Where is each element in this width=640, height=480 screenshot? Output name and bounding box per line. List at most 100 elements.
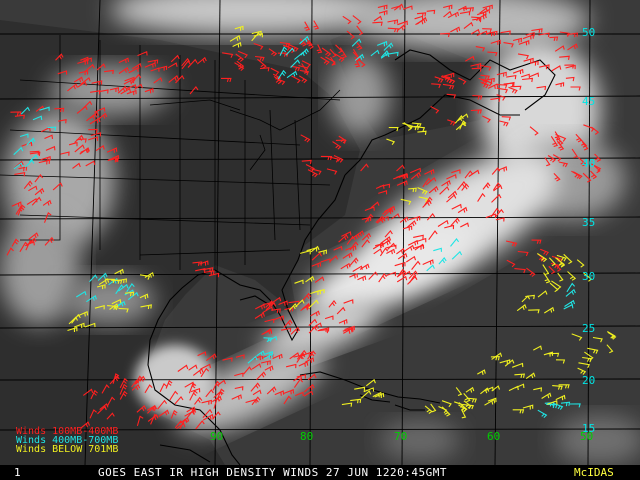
wind-barb (80, 148, 89, 153)
wind-barb (446, 93, 457, 99)
wind-barb (463, 7, 474, 12)
wind-barb (68, 316, 78, 325)
wind-barb (179, 417, 190, 424)
wind-barb (487, 51, 498, 57)
wind-barb (184, 381, 195, 388)
wind-barb (377, 4, 388, 10)
wind-barb (373, 15, 383, 22)
wind-barb (361, 239, 370, 248)
wind-barb (29, 150, 40, 156)
wind-barb (443, 72, 455, 78)
wind-barb (396, 180, 408, 186)
wind-barb (104, 69, 114, 75)
wind-barb (71, 313, 81, 324)
wind-barb (428, 185, 439, 194)
wind-barb (566, 32, 579, 38)
wind-barb (82, 100, 93, 110)
wind-barb (277, 69, 287, 80)
wind-barb (23, 180, 33, 190)
wind-barb (372, 391, 383, 398)
wind-barb (341, 231, 352, 237)
wind-barb (279, 41, 291, 48)
wind-barb (307, 350, 316, 360)
wind-barb (107, 396, 116, 407)
wind-barb (29, 151, 41, 157)
wind-barb (291, 75, 301, 84)
wind-barb (514, 373, 525, 379)
wind-barb (512, 409, 525, 414)
wind-barb (548, 265, 556, 275)
wind-barb (565, 64, 576, 70)
wind-barb (212, 411, 221, 420)
wind-barb (414, 243, 425, 251)
wind-barb (88, 128, 98, 134)
wind-barb (333, 245, 343, 251)
wind-barb (270, 67, 280, 76)
wind-barb (470, 62, 482, 68)
wind-barb (279, 46, 288, 56)
wind-barb (114, 268, 124, 275)
wind-barb (234, 372, 244, 377)
wind-barb (566, 282, 576, 293)
wind-barb (131, 383, 141, 391)
wind-barb (386, 138, 396, 146)
wind-barb (144, 88, 154, 94)
wind-barb (407, 239, 419, 246)
wind-barb (90, 132, 101, 137)
wind-barb (500, 30, 511, 35)
longitude-label-60: 60 (487, 430, 501, 443)
wind-barb (422, 177, 432, 188)
wind-barb (487, 397, 497, 403)
wind-barb (554, 131, 561, 141)
wind-barb (197, 351, 207, 357)
wind-barb (326, 168, 338, 175)
wind-barb (391, 5, 401, 10)
wind-barb (28, 232, 39, 240)
wind-barb (374, 242, 384, 248)
wind-barb (117, 85, 128, 94)
wind-barb (351, 38, 362, 47)
wind-barb (385, 244, 397, 249)
wind-barb (457, 206, 468, 214)
wind-barb (468, 169, 480, 177)
wind-barb (577, 367, 587, 375)
wind-barb (221, 77, 232, 83)
wind-barb (558, 161, 569, 168)
wind-barb (273, 315, 285, 321)
wind-barb (542, 264, 550, 275)
wind-barb (557, 272, 564, 282)
wind-barb (98, 112, 108, 120)
wind-barb (202, 267, 214, 272)
wind-barb (556, 257, 566, 268)
wind-barb (439, 186, 450, 195)
wind-barb (537, 409, 548, 418)
wind-barb (202, 413, 214, 421)
latitude-label-30: 30 (582, 270, 596, 283)
wind-barb (54, 107, 65, 113)
wind-barb (402, 270, 412, 277)
wind-barb (496, 87, 509, 94)
wind-barbs-low-level (67, 25, 617, 419)
wind-barb (139, 274, 151, 280)
wind-barb (477, 369, 486, 376)
wind-barb (301, 63, 309, 74)
wind-barb (83, 57, 92, 62)
wind-barb (262, 306, 274, 314)
wind-barb (459, 120, 467, 130)
wind-barb (118, 283, 129, 292)
wind-barb (606, 344, 614, 354)
wind-barb (343, 299, 354, 304)
wind-barb (516, 304, 527, 312)
wind-barb (153, 77, 163, 84)
wind-barb (397, 24, 406, 31)
wind-barb (310, 310, 320, 317)
wind-barb (525, 31, 535, 37)
wind-barb (350, 398, 362, 404)
wind-barb (126, 282, 135, 293)
wind-barb (454, 114, 464, 124)
longitude-label-70: 70 (394, 430, 408, 443)
wind-barb (11, 238, 19, 247)
wind-barb (294, 391, 304, 397)
wind-barb (544, 157, 551, 167)
wind-barb (402, 225, 413, 231)
